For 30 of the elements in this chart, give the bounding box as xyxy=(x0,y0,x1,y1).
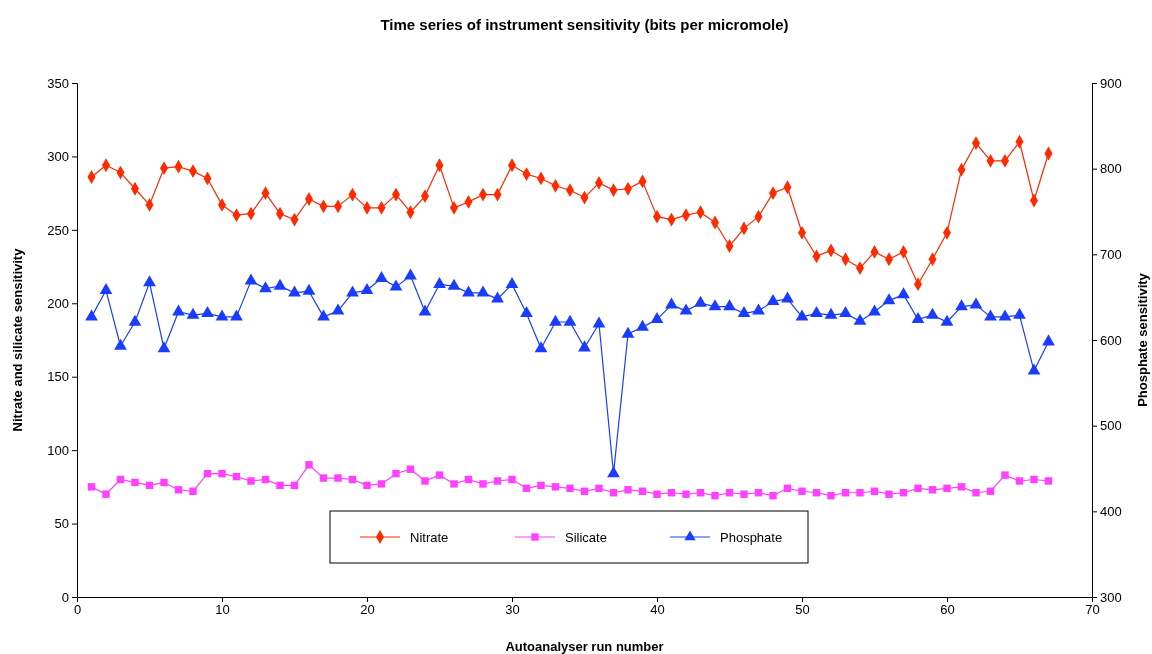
x-tick-label: 20 xyxy=(360,602,375,618)
y-tick-label: 100 xyxy=(47,442,69,458)
y2-tick-label: 500 xyxy=(1100,418,1122,434)
x-tick-label: 60 xyxy=(940,602,955,618)
legend-label: Silicate xyxy=(565,530,607,545)
y-tick-label: 300 xyxy=(47,149,69,165)
y-tick-label: 350 xyxy=(47,75,69,91)
chart-title: Time series of instrument sensitivity (bits per micromole) xyxy=(380,16,789,33)
y2-axis-title: Phosphate sensitivity xyxy=(1135,272,1150,407)
x-tick-label: 50 xyxy=(795,602,810,618)
y-tick-label: 0 xyxy=(61,589,69,605)
x-tick-label: 10 xyxy=(215,602,230,618)
x-tick-label: 40 xyxy=(650,602,665,618)
y2-tick-label: 900 xyxy=(1100,75,1122,91)
y2-tick-label: 600 xyxy=(1100,332,1122,348)
y-tick-label: 250 xyxy=(47,222,69,238)
legend-label: Nitrate xyxy=(410,530,449,545)
y-tick-label: 150 xyxy=(47,369,69,385)
y-tick-label: 200 xyxy=(47,295,69,311)
y2-tick-label: 300 xyxy=(1100,589,1122,605)
x-tick-label: 70 xyxy=(1085,602,1100,618)
legend-label: Phosphate xyxy=(720,530,783,545)
y-axis-title: Nitrate and silicate sensitivity xyxy=(10,247,25,432)
x-tick-label: 30 xyxy=(505,602,520,618)
y2-tick-label: 400 xyxy=(1100,503,1122,519)
y2-tick-label: 700 xyxy=(1100,246,1122,262)
y-tick-label: 50 xyxy=(54,516,69,532)
x-axis-title: Autoanalyser run number xyxy=(505,639,664,654)
x-tick-label: 0 xyxy=(73,602,82,618)
y2-tick-label: 800 xyxy=(1100,161,1122,177)
